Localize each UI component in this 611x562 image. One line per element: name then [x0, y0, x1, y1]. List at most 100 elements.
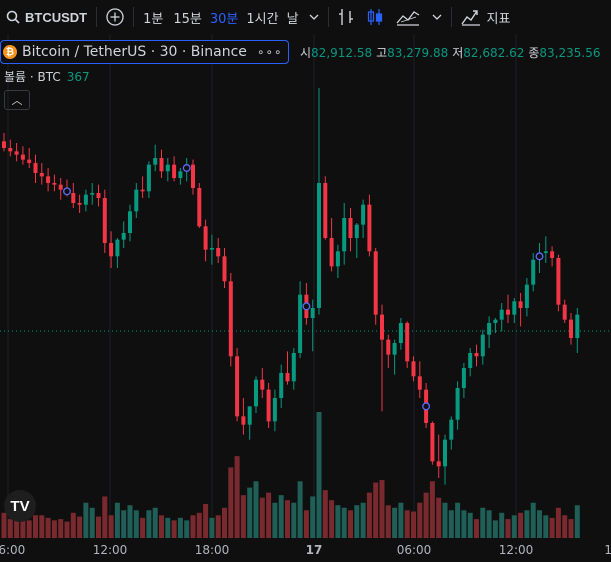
low-label: 저 [452, 46, 464, 60]
chart-grid [7, 34, 517, 538]
price-chart[interactable]: 06:00 12:00 18:00 17 06:00 12:00 18 [0, 34, 611, 562]
candle-body [480, 334, 485, 357]
volume-bar [354, 505, 360, 538]
candle-body [348, 218, 353, 238]
interval-label: 30분 [209, 11, 239, 27]
x-tick-label: 12:00 [499, 543, 534, 557]
volume-bar [524, 510, 530, 538]
interval-dropdown[interactable] [303, 0, 325, 34]
event-marker [422, 402, 431, 411]
candle-body [468, 353, 473, 368]
bitcoin-icon: ₿ [3, 45, 17, 59]
series-title: Bitcoin / TetherUS · 30 · Binance [22, 44, 247, 60]
candle-body [329, 238, 334, 267]
event-marker [63, 187, 71, 196]
interval-1d[interactable]: 날 [283, 0, 303, 34]
volume-bar [1, 512, 7, 538]
volume-bar [159, 515, 164, 538]
volume-bar [14, 519, 20, 538]
volume-bar [278, 495, 284, 538]
x-tick-label: 18 [604, 543, 611, 557]
volume-bar [574, 505, 580, 538]
volume-bar [215, 515, 221, 538]
volume-bar [58, 519, 64, 538]
candles-icon [367, 9, 382, 25]
volume-bar [70, 512, 76, 538]
x-tick-label: 06:00 [397, 543, 432, 557]
volume-bar [366, 492, 372, 538]
area-chart-icon [396, 11, 419, 26]
volume-bar [33, 515, 38, 538]
volume-bar [26, 520, 32, 538]
candle-body [71, 193, 76, 203]
more-options-icon[interactable]: ∘∘∘ [256, 45, 283, 59]
close-value: 83,235.56 [539, 46, 601, 60]
candle-body [165, 164, 170, 172]
search-icon [6, 10, 20, 24]
candle-body [298, 294, 303, 353]
volume-bar [562, 515, 568, 538]
volume-bar [417, 502, 423, 538]
indicators-button[interactable]: 지표 [455, 0, 517, 34]
event-marker [302, 302, 311, 311]
volume-bar [543, 515, 549, 538]
volume-bar [196, 512, 202, 538]
candle-body [58, 184, 63, 190]
candle-body [430, 423, 435, 462]
candle-body [550, 251, 555, 258]
area-style-button[interactable] [390, 0, 426, 34]
volume-bar [259, 497, 265, 538]
add-circle-icon [106, 8, 124, 26]
volume-bar [108, 515, 114, 538]
candle-body [487, 323, 492, 335]
volume-bar [379, 480, 385, 538]
interval-1m[interactable]: 1분 [137, 0, 169, 34]
candle-body [228, 281, 233, 357]
volume-bar [240, 495, 246, 538]
candle-body [96, 193, 101, 198]
series-title-box[interactable]: ₿ Bitcoin / TetherUS · 30 · Binance ∘∘∘ [0, 40, 290, 64]
candle-body [33, 163, 38, 173]
candle-body [443, 439, 447, 467]
candle-body [398, 323, 403, 343]
interval-15m[interactable]: 15분 [169, 0, 206, 34]
candle-body [323, 183, 328, 238]
volume-bar [127, 505, 133, 538]
high-label: 고 [376, 46, 388, 60]
chart-type-dropdown[interactable] [426, 0, 448, 34]
volume-bar [530, 502, 536, 538]
candle-body [90, 193, 95, 195]
volume-bar [348, 510, 353, 538]
volume-bar [474, 519, 479, 538]
candle-body [531, 259, 536, 285]
interval-30m[interactable]: 30분 [206, 0, 243, 34]
volume-bar [83, 502, 89, 538]
candle-body [499, 309, 504, 320]
collapse-legend-button[interactable]: ︿ [4, 90, 30, 110]
candle-body [335, 251, 340, 267]
volume-bar [96, 516, 101, 538]
volume-bar [461, 510, 467, 538]
candle-body [405, 323, 410, 362]
candle-body [543, 251, 548, 253]
volume-bar [89, 507, 95, 538]
volume-bar [203, 503, 209, 538]
volume-bar [190, 515, 196, 538]
interval-1h[interactable]: 1시간 [242, 0, 282, 34]
candle-body [266, 389, 271, 422]
symbol-search[interactable]: BTCUSDT [0, 0, 93, 34]
candle-body [191, 164, 195, 188]
bar-style-button[interactable] [332, 0, 360, 34]
candle-style-button[interactable] [360, 0, 390, 34]
volume-bar [467, 512, 473, 538]
volume-bar [291, 502, 297, 538]
volume-bar [423, 492, 429, 538]
tradingview-logo[interactable]: TV [4, 490, 36, 522]
interval-label: 날 [286, 11, 299, 27]
compare-button[interactable] [100, 0, 130, 34]
ohlc-bars-icon [338, 9, 353, 25]
volume-bar [146, 510, 152, 538]
indicators-label: 지표 [486, 11, 511, 27]
candle-body [392, 343, 397, 355]
candle-body [260, 379, 265, 390]
